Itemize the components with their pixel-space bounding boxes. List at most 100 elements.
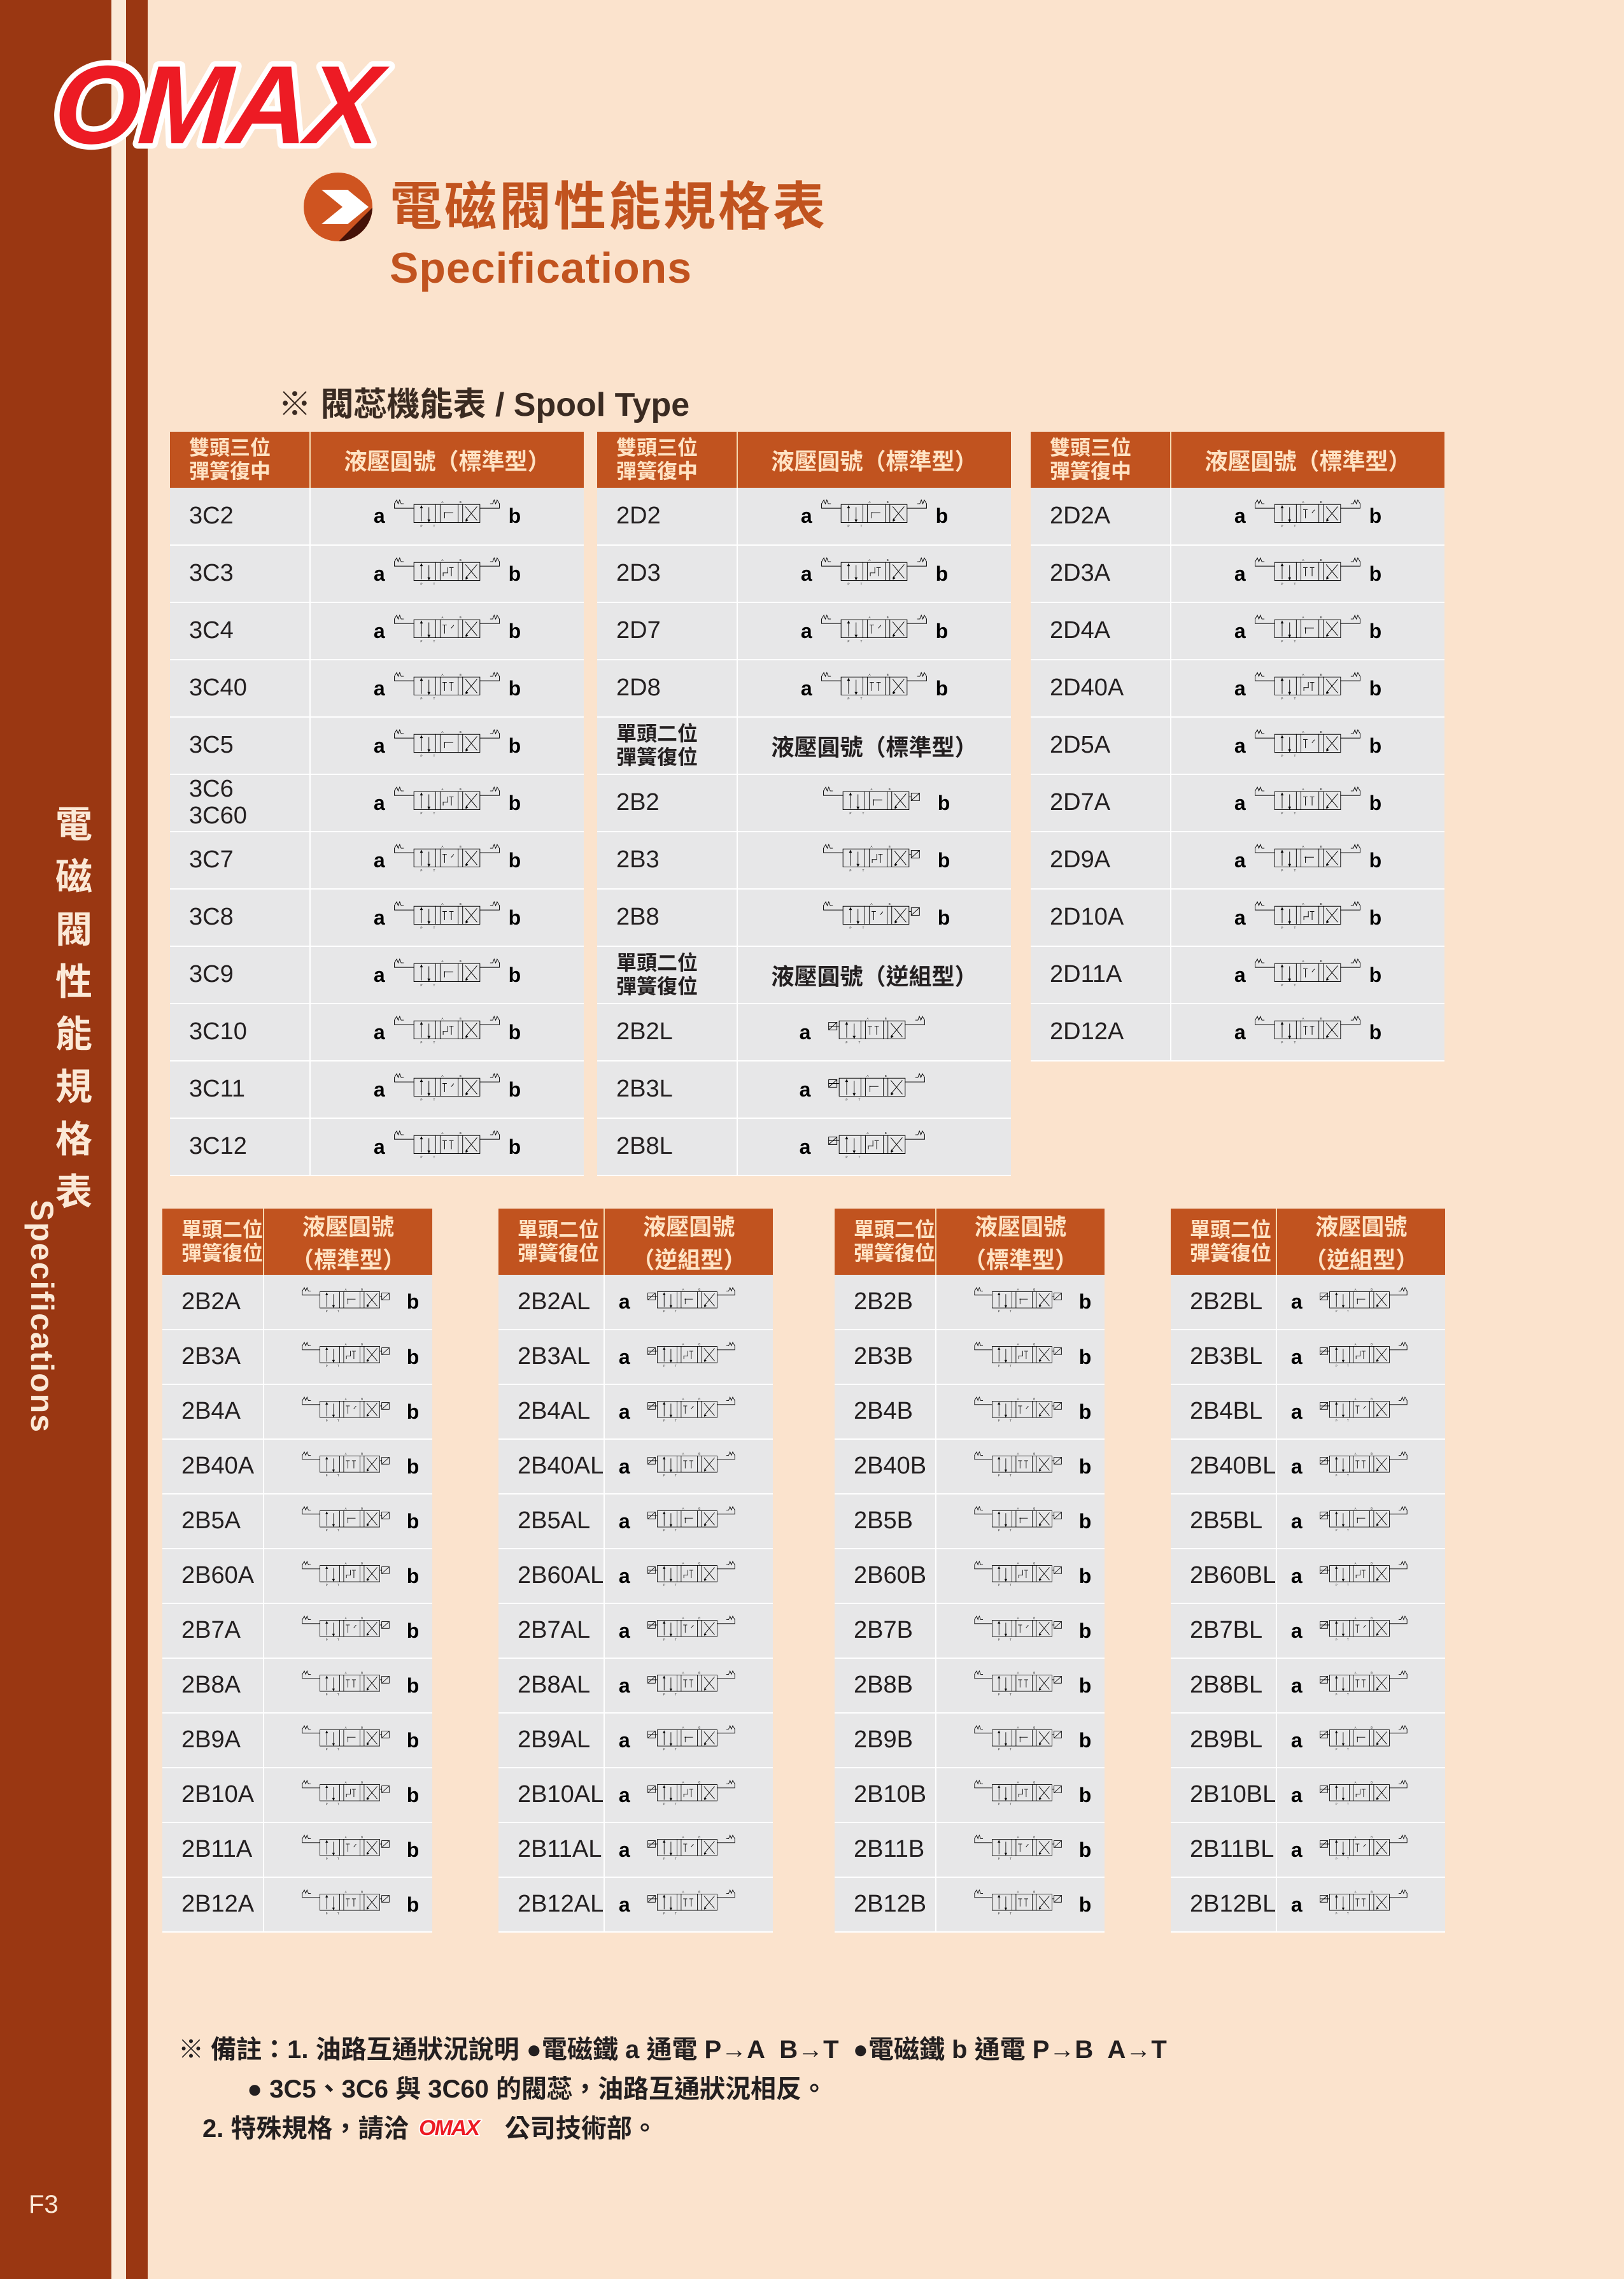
svg-text:T: T [1347, 1528, 1349, 1531]
svg-text:P: P [998, 1693, 1000, 1696]
svg-text:T: T [1294, 754, 1296, 757]
svg-text:T: T [433, 582, 435, 585]
svg-text:B: B [698, 1397, 700, 1400]
svg-text:T: T [1347, 1802, 1349, 1805]
svg-text:P: P [420, 926, 422, 929]
svg-text:P: P [326, 1857, 328, 1860]
svg-text:P: P [1281, 926, 1283, 929]
svg-text:B: B [361, 1507, 363, 1510]
svg-text:P: P [1335, 1583, 1337, 1586]
svg-text:T: T [862, 869, 864, 872]
svg-text:A: A [1017, 1507, 1019, 1510]
svg-text:T: T [675, 1309, 677, 1312]
svg-text:T: T [1010, 1419, 1012, 1422]
svg-text:A: A [682, 1507, 684, 1510]
svg-text:B: B [1371, 1890, 1373, 1893]
svg-text:P: P [663, 1364, 665, 1367]
svg-text:P: P [420, 983, 422, 986]
svg-text:P: P [849, 926, 851, 929]
svg-text:A: A [344, 1397, 346, 1400]
svg-text:P: P [663, 1419, 665, 1422]
svg-text:P: P [663, 1857, 665, 1860]
svg-text:B: B [698, 1890, 700, 1893]
svg-text:T: T [1294, 639, 1296, 643]
svg-text:A: A [868, 672, 871, 676]
svg-text:A: A [868, 558, 871, 561]
svg-text:B: B [1033, 1397, 1035, 1400]
svg-text:A: A [1017, 1780, 1019, 1784]
svg-text:A: A [441, 615, 444, 618]
svg-text:T: T [675, 1364, 677, 1367]
svg-text:A: A [868, 615, 871, 618]
svg-text:A: A [1354, 1890, 1356, 1893]
svg-text:A: A [682, 1890, 684, 1893]
svg-text:A: A [682, 1397, 684, 1400]
svg-text:A: A [1302, 672, 1304, 676]
svg-text:T: T [675, 1528, 677, 1531]
svg-text:T: T [1347, 1419, 1349, 1422]
svg-text:A: A [867, 1016, 870, 1019]
svg-text:A: A [1302, 501, 1304, 504]
svg-text:B: B [885, 1074, 887, 1077]
svg-text:P: P [663, 1638, 665, 1641]
svg-text:P: P [420, 869, 422, 872]
svg-text:P: P [998, 1802, 1000, 1805]
svg-text:OMAX: OMAX [419, 2116, 481, 2140]
svg-text:A: A [1302, 787, 1304, 790]
svg-text:B: B [698, 1561, 700, 1565]
svg-text:B: B [1371, 1342, 1373, 1345]
svg-text:P: P [326, 1583, 328, 1586]
svg-text:B: B [1033, 1342, 1035, 1345]
svg-text:A: A [1354, 1452, 1356, 1455]
svg-text:T: T [1294, 582, 1296, 585]
svg-text:P: P [420, 1155, 422, 1158]
svg-text:B: B [888, 787, 890, 790]
svg-text:T: T [1010, 1747, 1012, 1750]
svg-text:P: P [847, 525, 849, 528]
svg-text:P: P [1281, 697, 1283, 700]
svg-text:A: A [1354, 1835, 1356, 1838]
svg-text:B: B [361, 1288, 363, 1291]
svg-text:A: A [441, 672, 444, 676]
svg-text:B: B [459, 902, 461, 905]
svg-text:B: B [459, 959, 461, 962]
svg-text:P: P [998, 1912, 1000, 1915]
svg-text:A: A [1354, 1726, 1356, 1729]
svg-text:A: A [1354, 1616, 1356, 1619]
svg-text:T: T [433, 1155, 435, 1158]
svg-text:B: B [885, 1016, 887, 1019]
svg-text:B: B [1371, 1671, 1373, 1674]
svg-text:T: T [1347, 1638, 1349, 1641]
svg-text:P: P [1335, 1912, 1337, 1915]
svg-text:T: T [337, 1419, 339, 1422]
svg-text:B: B [459, 1016, 461, 1019]
svg-text:P: P [998, 1473, 1000, 1477]
svg-text:T: T [337, 1364, 339, 1367]
svg-text:B: B [361, 1780, 363, 1784]
svg-text:P: P [846, 1098, 848, 1101]
svg-text:T: T [337, 1528, 339, 1531]
svg-text:A: A [1302, 959, 1304, 962]
svg-text:T: T [675, 1583, 677, 1586]
svg-text:A: A [344, 1288, 346, 1291]
svg-text:B: B [1033, 1616, 1035, 1619]
svg-text:A: A [1354, 1780, 1356, 1784]
svg-text:P: P [1335, 1747, 1337, 1750]
svg-text:T: T [1010, 1693, 1012, 1696]
svg-text:A: A [1017, 1561, 1019, 1565]
svg-text:P: P [1335, 1802, 1337, 1805]
svg-text:A: A [441, 902, 444, 905]
svg-text:T: T [1010, 1912, 1012, 1915]
svg-text:A: A [441, 844, 444, 848]
svg-text:T: T [433, 525, 435, 528]
svg-text:P: P [1281, 869, 1283, 872]
svg-text:B: B [1033, 1726, 1035, 1729]
svg-text:B: B [698, 1452, 700, 1455]
svg-text:P: P [663, 1747, 665, 1750]
svg-text:A: A [682, 1561, 684, 1565]
svg-text:B: B [698, 1835, 700, 1838]
svg-text:T: T [1010, 1638, 1012, 1641]
svg-text:P: P [326, 1309, 328, 1312]
svg-text:A: A [344, 1452, 346, 1455]
svg-text:B: B [698, 1726, 700, 1729]
